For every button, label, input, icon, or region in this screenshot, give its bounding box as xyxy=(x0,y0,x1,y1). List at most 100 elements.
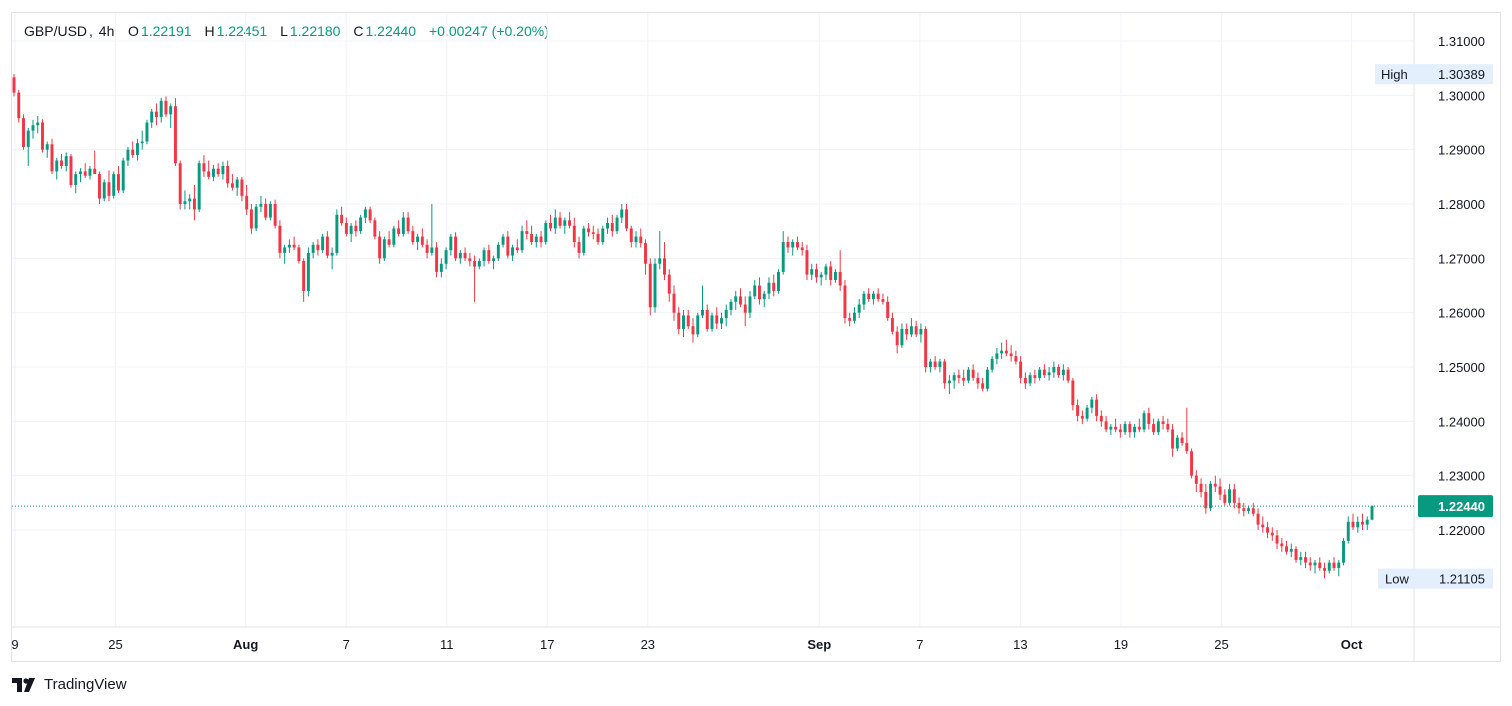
candle-body xyxy=(45,144,49,150)
candle-body xyxy=(710,315,714,329)
candle-body xyxy=(601,228,605,243)
candle-body xyxy=(606,223,610,229)
candle-body xyxy=(909,326,913,335)
low-value: 1.22180 xyxy=(289,23,341,39)
candle-body xyxy=(1090,399,1094,408)
candle-body xyxy=(1023,377,1027,384)
candle-body xyxy=(515,247,519,251)
candle-body xyxy=(644,243,647,264)
candle-body xyxy=(1061,369,1065,376)
candle-body xyxy=(639,236,643,244)
candle-body xyxy=(1095,399,1099,416)
high-value: 1.22451 xyxy=(216,23,268,39)
candle-body xyxy=(653,263,657,308)
candle-body xyxy=(439,263,443,272)
candle-body xyxy=(914,326,918,335)
candle-body xyxy=(1019,361,1023,378)
close-value: 1.22440 xyxy=(365,23,417,39)
candle-body xyxy=(468,258,472,262)
candle-body xyxy=(1171,429,1175,449)
time-axis[interactable]: 9 25 Aug 7 11 17 23 Sep 7 13 19 25 Oct xyxy=(11,637,1363,652)
candle-body xyxy=(905,328,909,335)
candle-body xyxy=(12,77,16,93)
candle-body xyxy=(919,328,923,335)
candle-body xyxy=(126,149,130,161)
candle-body xyxy=(871,293,875,300)
time-tick-label: 25 xyxy=(1214,637,1228,652)
candle-body xyxy=(150,111,154,123)
candle-body xyxy=(1289,549,1293,552)
candle-body xyxy=(1066,369,1070,381)
candle-body xyxy=(425,244,429,253)
candle-body xyxy=(235,179,239,188)
candle-body xyxy=(572,225,576,243)
time-tick-label: 7 xyxy=(916,637,923,652)
low-label: L xyxy=(280,23,288,39)
candle-body xyxy=(382,239,386,259)
time-tick-label: Aug xyxy=(233,637,258,652)
candle-body xyxy=(762,293,766,300)
candle-body xyxy=(430,247,434,253)
candle-body xyxy=(363,209,367,218)
candle-body xyxy=(50,144,54,172)
candle-body xyxy=(596,233,600,243)
candle-body xyxy=(349,225,353,234)
open-label: O xyxy=(128,23,139,39)
candle-body xyxy=(496,244,500,259)
candle-body xyxy=(985,369,989,389)
candle-body xyxy=(1033,375,1037,378)
candle-body xyxy=(1080,415,1084,419)
candle-body xyxy=(192,198,196,210)
candle-body xyxy=(1275,535,1279,544)
candle-body xyxy=(667,274,671,294)
candle-body xyxy=(306,252,310,291)
candle-body xyxy=(753,285,757,297)
candle-body xyxy=(558,217,562,226)
candle-body xyxy=(1266,527,1270,533)
candle-body xyxy=(1118,429,1122,433)
candle-body xyxy=(966,369,970,381)
candle-body xyxy=(264,204,268,218)
price-tick-label: 1.29000 xyxy=(1438,143,1485,158)
candle-body xyxy=(658,258,662,264)
time-tick-label: 25 xyxy=(108,637,122,652)
candle-body xyxy=(31,125,35,131)
low-marker-label: Low xyxy=(1385,572,1409,587)
candle-body xyxy=(776,271,780,291)
price-tick-label: 1.26000 xyxy=(1438,306,1485,321)
time-tick-label: 7 xyxy=(343,637,350,652)
time-tick-label: Oct xyxy=(1341,637,1363,652)
candle-body xyxy=(112,174,116,196)
candle-body xyxy=(981,383,985,389)
candle-body xyxy=(340,214,344,224)
candle-body xyxy=(178,163,182,204)
candle-body xyxy=(1327,562,1331,571)
candle-body xyxy=(278,225,282,253)
candle-body xyxy=(1280,543,1284,547)
high-marker-value: 1.30389 xyxy=(1438,67,1485,82)
candle-body xyxy=(620,209,624,218)
candle-body xyxy=(74,174,78,185)
candle-body xyxy=(183,201,187,204)
tradingview-brand[interactable]: TradingView xyxy=(12,676,127,693)
candle-body xyxy=(530,233,534,243)
candle-body xyxy=(1152,424,1156,433)
candle-body xyxy=(131,149,135,156)
candle-body xyxy=(36,122,40,126)
candle-body xyxy=(188,198,192,202)
last-price-label: 1.22440 xyxy=(1438,499,1485,514)
candle-body xyxy=(1218,486,1222,495)
candle-body xyxy=(41,122,44,150)
candle-body xyxy=(843,285,847,319)
candle-body xyxy=(330,252,334,256)
candle-body xyxy=(60,160,63,166)
candle-body xyxy=(344,223,348,234)
price-axis[interactable]: 1.31000 1.30000 1.29000 1.28000 1.27000 1.260… xyxy=(1375,34,1493,589)
candle-body xyxy=(259,204,263,207)
candle-body xyxy=(625,209,628,229)
candle-body xyxy=(1180,437,1184,444)
candle-body xyxy=(838,271,842,286)
candle-body xyxy=(663,258,666,275)
candle-body xyxy=(786,242,790,248)
